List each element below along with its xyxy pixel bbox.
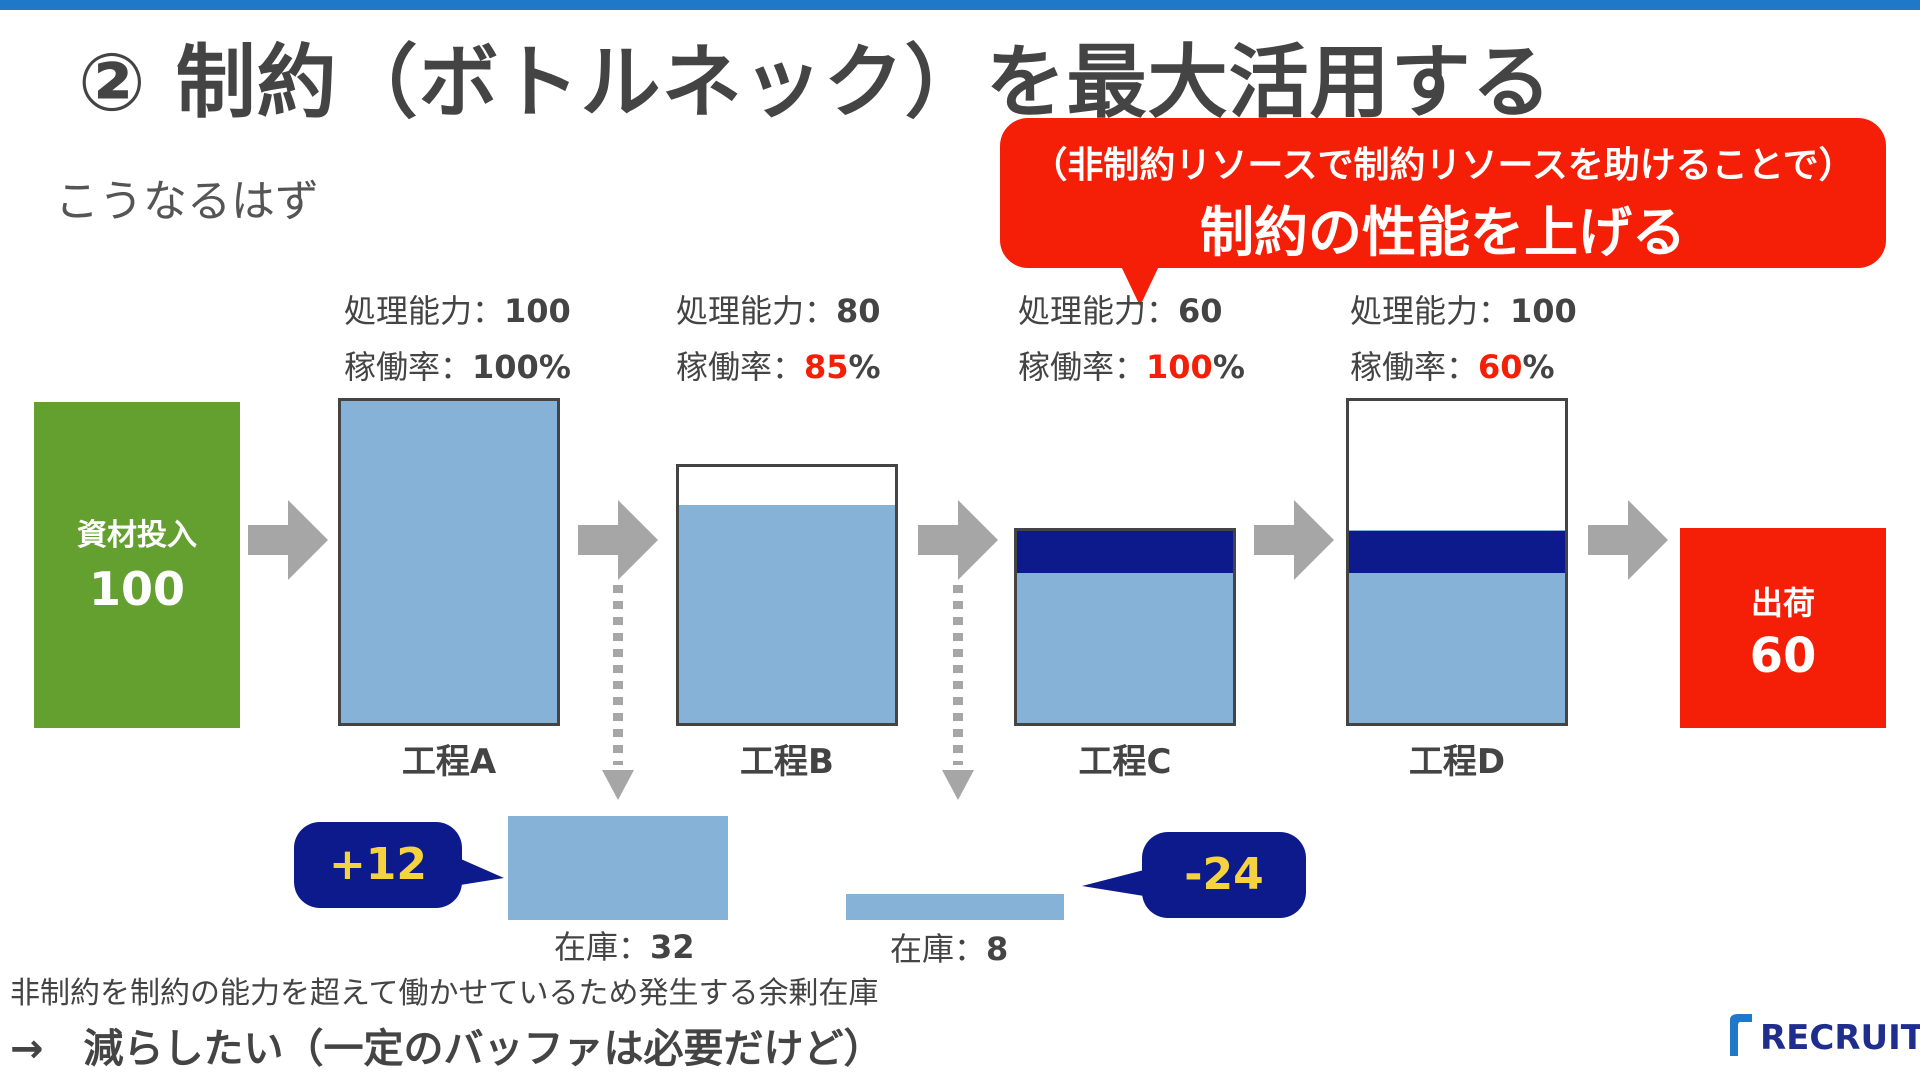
reduce-inventory-note: → 減らしたい（一定のバッファは必要だけど） xyxy=(10,1026,884,1072)
inventory-label-2: 在庫：8 xyxy=(890,930,1009,968)
inventory-bar-2 xyxy=(846,894,1064,920)
flow-arrow-icon xyxy=(918,500,998,580)
flow-arrow-icon xyxy=(1254,500,1334,580)
process-c-label: 工程C xyxy=(1078,742,1172,782)
badge-pointer-right xyxy=(454,856,504,886)
shipment-value: 60 xyxy=(1749,628,1817,684)
process-b-label: 工程B xyxy=(740,742,834,782)
process-d-capacity: 処理能力：100 xyxy=(1350,292,1577,330)
top-accent-bar xyxy=(0,0,1920,10)
dotted-down-arrow-icon xyxy=(942,585,974,800)
inventory-bar-1 xyxy=(508,816,728,920)
flow-arrow-icon xyxy=(248,500,328,580)
process-c-capacity: 処理能力：60 xyxy=(1018,292,1223,330)
process-c-utilization: 稼働率：100% xyxy=(1018,348,1245,386)
process-d-utilization: 稼働率：60% xyxy=(1350,348,1555,386)
dotted-down-arrow-icon xyxy=(602,585,634,800)
process-a-fill xyxy=(341,401,557,723)
shipment-output-box: 出荷 60 xyxy=(1680,528,1886,728)
process-b-capacity: 処理能力：80 xyxy=(676,292,881,330)
process-c-box xyxy=(1014,528,1236,726)
process-a-label: 工程A xyxy=(401,742,497,782)
surplus-inventory-note: 非制約を制約の能力を超えて働かせているため発生する余剰在庫 xyxy=(10,976,879,1011)
process-a-capacity: 処理能力：100 xyxy=(344,292,571,330)
recruit-logo: RECRUIT xyxy=(1730,1014,1920,1058)
flow-arrow-icon xyxy=(578,500,658,580)
recruit-logo-mark-icon xyxy=(1730,1014,1752,1056)
process-d-improved-band xyxy=(1349,531,1565,573)
process-c-improved-band xyxy=(1017,531,1233,573)
callout-bubble: （非制約リソースで制約リソースを助けることで） 制約の性能を上げる xyxy=(1000,118,1886,268)
process-b-fill xyxy=(679,505,895,723)
badge-pointer-left xyxy=(1082,870,1144,896)
process-d-label: 工程D xyxy=(1408,742,1506,782)
callout-tail xyxy=(1120,264,1160,306)
page-subtitle: こうなるはず xyxy=(55,176,319,227)
process-d-box xyxy=(1346,398,1568,726)
page-title: ② 制約（ボトルネック）を最大活用する xyxy=(78,36,1553,129)
process-a-box xyxy=(338,398,560,726)
material-input-value: 100 xyxy=(88,562,186,616)
flow-arrow-icon xyxy=(1588,500,1668,580)
shipment-label: 出荷 xyxy=(1750,584,1815,622)
process-b-utilization: 稼働率：85% xyxy=(676,348,881,386)
process-b-box xyxy=(676,464,898,726)
recruit-logo-text: RECRUIT xyxy=(1760,1018,1920,1058)
inventory-label-1: 在庫：32 xyxy=(554,928,695,966)
callout-line1: （非制約リソースで制約リソースを助けることで） xyxy=(1031,145,1855,186)
inventory-change-badge-minus: -24 xyxy=(1142,832,1306,918)
process-a-utilization: 稼働率：100% xyxy=(344,348,571,386)
callout-line2: 制約の性能を上げる xyxy=(1200,201,1686,264)
material-input-label: 資材投入 xyxy=(77,518,197,553)
inventory-change-badge-plus: +12 xyxy=(294,822,462,908)
material-input-box: 資材投入 100 xyxy=(34,402,240,728)
